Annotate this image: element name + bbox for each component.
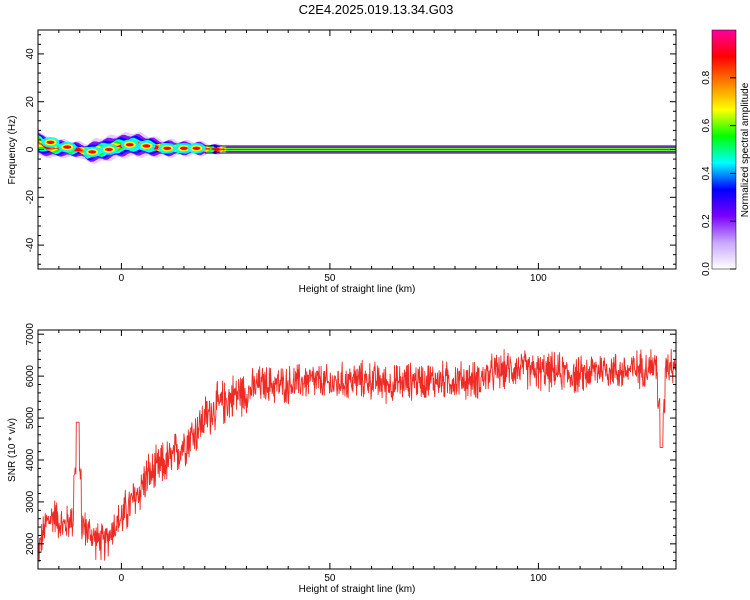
colorbar-tick-label: 0.8 — [701, 70, 712, 84]
spectrogram-blob-peak — [163, 146, 172, 150]
spectrogram-blob-peak — [46, 140, 55, 145]
colorbar: 0.0 0.2 0.4 0.6 0.8 Normalized spectral ampl… — [701, 29, 750, 276]
snr-x-label: Height of straight line (km) — [299, 584, 416, 595]
y-tick-label: 6000 — [25, 365, 36, 388]
snr-frame — [37, 329, 677, 570]
spectrogram-ridge — [38, 128, 676, 164]
spectrogram-contour-band — [38, 132, 676, 162]
snr-line — [38, 348, 676, 563]
colorbar-ticks: 0.0 0.2 0.4 0.6 0.8 — [701, 29, 737, 276]
x-tick-label: 100 — [530, 573, 547, 584]
spectrogram-x-label: Height of straight line (km) — [299, 284, 416, 295]
snr-panel: 0 50 100 2000 3000 4000 5000 6000 7000 Height of… — [7, 323, 677, 595]
snr-series-line — [38, 348, 676, 563]
spectrogram-blob-peak — [104, 147, 113, 152]
y-tick-label: -40 — [25, 237, 36, 252]
y-tick-label: 3000 — [25, 490, 36, 513]
snr-ticks: 0 50 100 2000 3000 4000 5000 6000 7000 — [25, 323, 676, 584]
snr-y-label: SNR (10 * v/v) — [7, 418, 18, 482]
colorbar-tick-label: 0.4 — [701, 166, 712, 180]
x-tick-label: 50 — [324, 273, 336, 284]
y-tick-label: 40 — [25, 48, 36, 60]
spectrogram-blob-peak — [142, 144, 151, 148]
spectrogram-y-label: Frequency (Hz) — [7, 116, 18, 185]
y-tick-label: 5000 — [25, 406, 36, 429]
spectrogram-blob-peak — [88, 150, 97, 154]
spectrogram-blob-peak — [63, 145, 72, 149]
y-tick-label: 4000 — [25, 448, 36, 471]
figure-title: C2E4.2025.019.13.34.G03 — [299, 2, 454, 17]
x-tick-label: 0 — [119, 273, 125, 284]
y-tick-label: 0 — [25, 146, 36, 152]
y-tick-label: 20 — [25, 96, 36, 108]
snr-plot-area — [38, 330, 676, 569]
colorbar-frame — [711, 29, 737, 270]
spectrogram-blob-peak — [179, 146, 188, 150]
colorbar-tick-label: 0.0 — [701, 262, 712, 276]
colorbar-tick-label: 0.6 — [701, 118, 712, 132]
colorbar-gradient — [712, 30, 736, 269]
x-tick-label: 100 — [530, 273, 547, 284]
x-tick-label: 50 — [324, 573, 336, 584]
y-tick-label: 7000 — [25, 323, 36, 346]
y-tick-label: -20 — [25, 190, 36, 205]
spectrogram-blob-peak — [192, 146, 201, 150]
spectrogram-panel: 0 50 100 -40 -20 0 20 40 Height of straight lin… — [7, 29, 677, 295]
y-tick-label: 2000 — [25, 532, 36, 555]
spectrogram-contour-band — [38, 134, 676, 161]
colorbar-tick-label: 0.2 — [701, 214, 712, 228]
spectrogram-ticks: 0 50 100 -40 -20 0 20 40 — [25, 30, 676, 284]
spectrogram-blob-peak — [125, 143, 134, 147]
x-tick-label: 0 — [119, 573, 125, 584]
colorbar-label: Normalized spectral amplitude — [740, 82, 750, 217]
